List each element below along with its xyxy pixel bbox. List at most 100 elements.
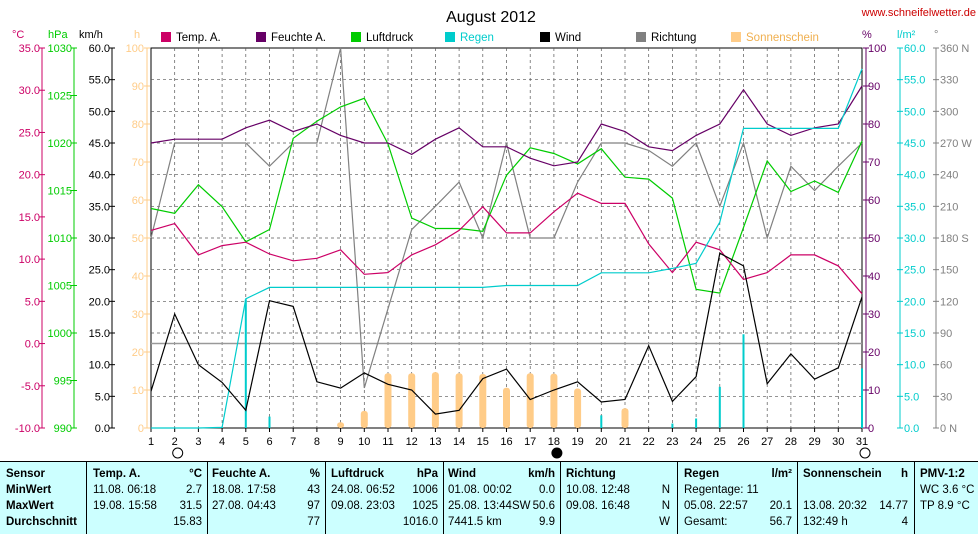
rain-tick-label: 0.0 — [904, 423, 919, 435]
sunshine-bar — [621, 408, 629, 428]
temp-header: Temp. A. — [93, 468, 141, 480]
legend-label: Luftdruck — [366, 32, 414, 44]
grid-lines — [150, 47, 863, 429]
series-line-temp — [150, 192, 863, 295]
x-tick-label: 17 — [524, 436, 536, 448]
x-tick-label: 15 — [477, 436, 489, 448]
x-tick-label: 29 — [808, 436, 820, 448]
x-tick-label: 13 — [429, 436, 441, 448]
temp-max: 31.5 — [179, 500, 202, 512]
humidity-tick-label: 80 — [868, 119, 880, 131]
x-tick-label: 1 — [148, 436, 154, 448]
rain-tick-label: 30.0 — [904, 233, 925, 245]
x-tick-label: 2 — [172, 436, 178, 448]
temp-unit-label: °C — [189, 468, 202, 480]
x-tick-label: 9 — [338, 436, 344, 448]
statistics-table: Sensor MinWert MaxWert Durchschnitt Temp… — [0, 461, 978, 534]
rain-unit-label: l/m² — [771, 468, 792, 480]
rain-tick-label: 60.0 — [904, 43, 925, 55]
rain-tick-label: 20.0 — [904, 296, 925, 308]
direction-max-time: 09.08. 16:48 — [566, 500, 630, 512]
x-tick-label: 22 — [643, 436, 655, 448]
pmv-dewpoint: TP 8.9 °C — [920, 500, 970, 512]
pressure-tick-label: 1025 — [48, 91, 72, 103]
pressure-tick-label: 1000 — [48, 328, 72, 340]
rain-bar — [861, 368, 863, 428]
x-tick-label: 19 — [571, 436, 583, 448]
sunshine-max-time: 13.08. 20:32 — [803, 500, 867, 512]
wind-tick-label: 20.0 — [89, 296, 110, 308]
legend-swatch — [731, 32, 741, 42]
sunshine-bar — [479, 374, 487, 428]
legend-swatch — [540, 32, 550, 42]
pmv-header: PMV-1:2 — [920, 468, 965, 480]
direction-tick-label: 300 — [940, 106, 958, 118]
temp-tick-label: 0.0 — [25, 339, 40, 351]
sunshine-tick-label: 50 — [132, 233, 144, 245]
wind-tick-label: 50.0 — [89, 106, 110, 118]
row-label-max: MaxWert — [6, 500, 54, 512]
humidity-min: 43 — [307, 484, 320, 496]
rain-total: 56.7 — [769, 516, 792, 528]
row-label-avg: Durchschnitt — [6, 516, 77, 528]
sunshine-bar — [384, 373, 392, 428]
sunshine-total: 132:49 h — [803, 516, 848, 528]
rain-max-time: 05.08. 22:57 — [684, 500, 748, 512]
x-tick-label: 21 — [619, 436, 631, 448]
rain-bar — [742, 334, 745, 428]
rain-max: 20.1 — [769, 500, 792, 512]
sunshine-header: Sonnenschein — [803, 468, 882, 480]
direction-tick-label: 150 — [940, 265, 958, 277]
temp-max-time: 19.08. 15:58 — [93, 500, 157, 512]
series-line-rain — [151, 68, 863, 429]
chart-legend: Temp. A. Feuchte A. Luftdruck Regen Wind Rich… — [161, 32, 819, 44]
legend-label: Temp. A. — [176, 32, 221, 44]
humidity-tick-label: 70 — [868, 157, 880, 169]
humidity-header: Feuchte A. — [212, 468, 271, 480]
legend-swatch — [445, 32, 455, 42]
direction-tick-label: 330 — [940, 75, 958, 87]
new-moon-icon — [551, 447, 563, 459]
temp-tick-label: 35.0 — [19, 43, 40, 55]
rain-tick-label: 40.0 — [904, 170, 925, 182]
rain-tick-label: 15.0 — [904, 328, 925, 340]
sunshine-bar — [455, 373, 463, 428]
wind-tick-label: 5.0 — [95, 391, 110, 403]
row-label-sensor: Sensor — [6, 468, 45, 480]
full-moon-icon — [859, 447, 871, 459]
rain-bar — [718, 386, 721, 428]
x-tick-label: 31 — [856, 436, 868, 448]
humidity-max-time: 27.08. 04:43 — [212, 500, 276, 512]
humidity-tick-label: 20 — [868, 347, 880, 359]
series-line-direction — [150, 47, 863, 389]
direction-tick-label: 60 — [940, 360, 952, 372]
legend-label: Richtung — [651, 32, 696, 44]
pressure-tick-label: 1010 — [48, 233, 72, 245]
x-tick-label: 6 — [266, 436, 272, 448]
wind-tick-label: 0.0 — [95, 423, 110, 435]
x-tick-label: 18 — [548, 436, 560, 448]
x-tick-label: 20 — [595, 436, 607, 448]
sunshine-unit-label: h — [900, 468, 908, 480]
direction-tick-label: 0 N — [940, 423, 957, 435]
humidity-avg: 77 — [307, 516, 320, 528]
sunshine-bar — [550, 373, 558, 428]
direction-unit: ° — [934, 29, 938, 41]
sunshine-tick-label: 20 — [132, 347, 144, 359]
direction-tick-label: 270 W — [940, 138, 972, 150]
pressure-avg: 1016.0 — [402, 516, 438, 528]
stats-separator — [86, 462, 87, 534]
website-label[interactable]: www.schneifelwetter.de — [861, 7, 976, 19]
temp-tick-label: 5.0 — [25, 296, 40, 308]
temp-tick-label: 25.0 — [19, 127, 40, 139]
x-tick-label: 7 — [290, 436, 296, 448]
temp-min-time: 11.08. 06:18 — [93, 484, 157, 496]
sunshine-avg: 4 — [901, 516, 908, 528]
rain-bar — [695, 418, 698, 428]
sunshine-tick-label: 60 — [132, 195, 144, 207]
sunshine-tick-label: 70 — [132, 157, 144, 169]
sunshine-tick-label: 40 — [132, 271, 144, 283]
rain-tick-label: 45.0 — [904, 138, 925, 150]
rain-total-label: Gesamt: — [684, 516, 728, 528]
